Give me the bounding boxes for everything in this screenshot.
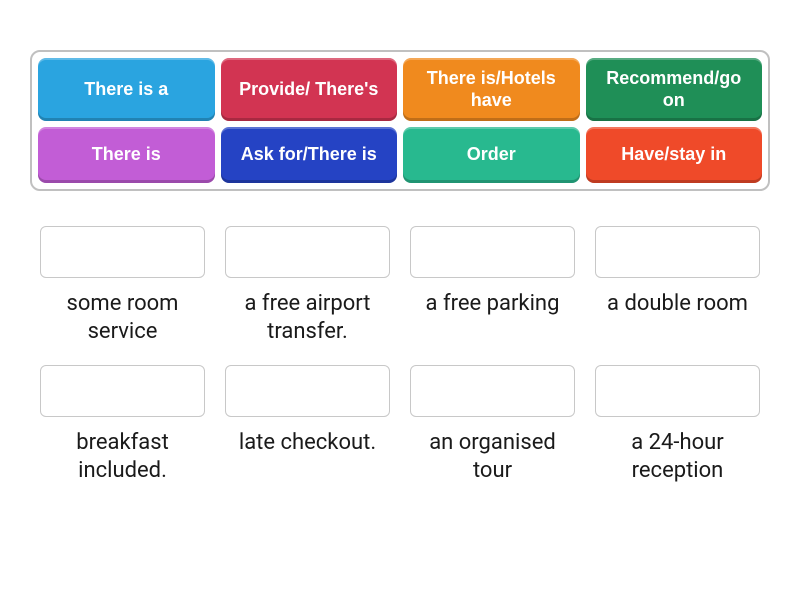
target-label-1: a free airport transfer. (225, 290, 390, 345)
drop-zone-5[interactable] (225, 365, 390, 417)
drop-zone-7[interactable] (595, 365, 760, 417)
target-label-5: late checkout. (239, 429, 376, 457)
choice-button-1[interactable]: Provide/ There's (221, 58, 398, 121)
drop-zone-4[interactable] (40, 365, 205, 417)
choice-button-3[interactable]: Recommend/go on (586, 58, 763, 121)
drop-zone-1[interactable] (225, 226, 390, 278)
drop-zone-2[interactable] (410, 226, 575, 278)
drop-zone-0[interactable] (40, 226, 205, 278)
target-item-7: a 24-hour reception (595, 365, 760, 484)
choices-container: There is aProvide/ There'sThere is/Hotel… (30, 50, 770, 191)
target-label-3: a double room (607, 290, 748, 318)
target-item-6: an organised tour (410, 365, 575, 484)
target-label-0: some room service (40, 290, 205, 345)
target-label-7: a 24-hour reception (595, 429, 760, 484)
target-item-0: some room service (40, 226, 205, 345)
target-label-4: breakfast included. (40, 429, 205, 484)
target-item-5: late checkout. (225, 365, 390, 484)
choice-button-6[interactable]: Order (403, 127, 580, 183)
targets-container: some room service a free airport transfer… (30, 226, 770, 484)
target-item-1: a free airport transfer. (225, 226, 390, 345)
choice-button-4[interactable]: There is (38, 127, 215, 183)
choice-button-0[interactable]: There is a (38, 58, 215, 121)
choice-button-5[interactable]: Ask for/There is (221, 127, 398, 183)
choice-button-7[interactable]: Have/stay in (586, 127, 763, 183)
target-item-3: a double room (595, 226, 760, 345)
choice-button-2[interactable]: There is/Hotels have (403, 58, 580, 121)
target-item-4: breakfast included. (40, 365, 205, 484)
target-label-6: an organised tour (410, 429, 575, 484)
drop-zone-6[interactable] (410, 365, 575, 417)
target-item-2: a free parking (410, 226, 575, 345)
target-label-2: a free parking (426, 290, 560, 318)
drop-zone-3[interactable] (595, 226, 760, 278)
